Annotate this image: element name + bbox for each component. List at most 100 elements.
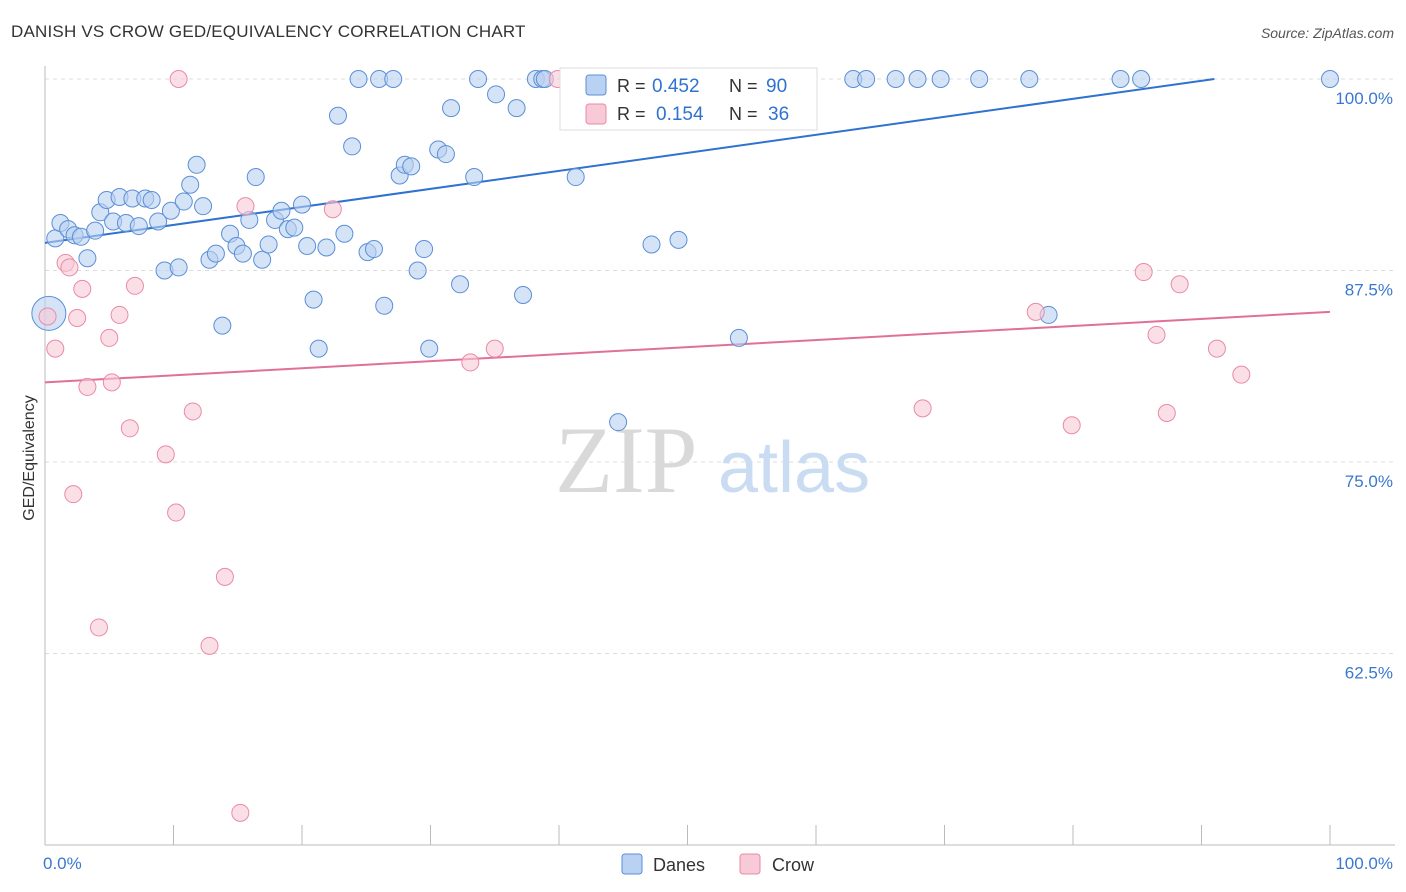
watermark-atlas: atlas: [718, 428, 870, 508]
crow-point: [110, 305, 129, 324]
source-credit: Source: ZipAtlas.com: [1260, 25, 1394, 41]
danes-point: [566, 168, 585, 187]
danes-point: [420, 339, 439, 358]
danes-point: [187, 155, 206, 174]
danes-r-label: R =: [617, 76, 646, 96]
danes-point: [174, 192, 193, 211]
crow-point: [78, 377, 97, 396]
danes-point: [259, 235, 278, 254]
crow-point: [100, 328, 119, 347]
crow-trend-line: [44, 310, 1331, 384]
danes-point: [309, 339, 328, 358]
crow-point: [1157, 403, 1176, 422]
danes-point: [729, 328, 748, 347]
danes-point: [349, 70, 368, 88]
crow-n-value: 36: [768, 104, 789, 125]
legend-crow-label: Crow: [772, 855, 815, 875]
danes-swatch: [585, 74, 607, 96]
danes-point: [246, 168, 265, 187]
danes-point: [908, 70, 927, 88]
danes-point: [415, 240, 434, 259]
crow-point: [1207, 339, 1226, 358]
stats-legend: R = 0.452 N = 90 R = 0.154 N = 36: [559, 67, 818, 131]
danes-point: [408, 261, 427, 280]
danes-point: [1132, 70, 1151, 88]
danes-point: [194, 197, 213, 216]
danes-point: [931, 70, 950, 88]
danes-point: [181, 175, 200, 194]
data-points: [31, 70, 1339, 822]
danes-point: [487, 85, 506, 104]
danes-trend-line: [44, 78, 1215, 244]
legend-crow-swatch: [739, 853, 761, 875]
crow-point: [1147, 325, 1166, 344]
crow-swatch: [585, 103, 607, 125]
crow-point: [461, 353, 480, 372]
crow-point: [236, 197, 255, 216]
crow-point: [156, 445, 175, 464]
crow-point: [46, 339, 65, 358]
danes-point: [364, 240, 383, 259]
danes-point: [233, 244, 252, 263]
y-tick-label: 75.0%: [1345, 472, 1393, 491]
crow-point: [231, 803, 250, 822]
crow-r-label: R =: [617, 104, 646, 124]
danes-point: [451, 275, 470, 294]
danes-point: [328, 106, 347, 125]
crow-point: [68, 308, 87, 327]
danes-n-label: N =: [729, 76, 758, 96]
crow-point: [323, 200, 342, 219]
danes-point: [78, 249, 97, 268]
danes-point: [86, 221, 105, 240]
crow-point: [1232, 365, 1251, 384]
axes: [44, 66, 1395, 846]
crow-point: [73, 279, 92, 298]
danes-point: [253, 250, 272, 269]
danes-point: [149, 212, 168, 231]
crow-point: [102, 373, 121, 392]
x-tick-label-min: 0.0%: [43, 854, 82, 873]
danes-point: [298, 236, 317, 255]
danes-point: [442, 99, 461, 118]
danes-n-value: 90: [766, 76, 787, 97]
danes-point: [206, 244, 225, 263]
danes-point: [335, 224, 354, 243]
crow-point: [183, 402, 202, 421]
crow-point: [215, 567, 234, 586]
danes-point: [507, 99, 526, 118]
crow-point: [913, 399, 932, 418]
danes-point: [669, 230, 688, 249]
danes-point: [304, 290, 323, 309]
crow-point: [485, 339, 504, 358]
crow-point: [120, 419, 139, 438]
danes-point: [375, 296, 394, 315]
danes-point: [1020, 70, 1039, 88]
danes-point: [317, 238, 336, 257]
danes-point: [469, 70, 488, 88]
danes-point: [1321, 70, 1339, 88]
danes-point: [384, 70, 403, 88]
crow-r-value: 0.154: [656, 104, 704, 125]
danes-point: [285, 218, 304, 237]
x-tick-labels: 0.0% 100.0%: [43, 854, 1393, 873]
danes-point: [465, 168, 484, 187]
grid-lines: [45, 78, 1395, 654]
y-axis-label: GED/Equivalency: [21, 395, 38, 520]
legend-danes-swatch: [621, 853, 643, 875]
danes-point: [609, 413, 628, 432]
danes-point: [436, 145, 455, 164]
danes-point: [169, 258, 188, 277]
danes-point: [343, 137, 362, 156]
watermark: ZIP atlas: [555, 407, 870, 513]
x-tick-label-max: 100.0%: [1335, 854, 1393, 873]
danes-point: [402, 157, 421, 176]
crow-point: [1170, 275, 1189, 294]
crow-point: [1026, 302, 1045, 321]
crow-point: [1134, 263, 1153, 282]
danes-point: [293, 195, 311, 214]
crow-point: [89, 618, 108, 637]
y-tick-label: 100.0%: [1335, 89, 1393, 108]
crow-point: [60, 258, 79, 277]
crow-point: [64, 485, 83, 504]
